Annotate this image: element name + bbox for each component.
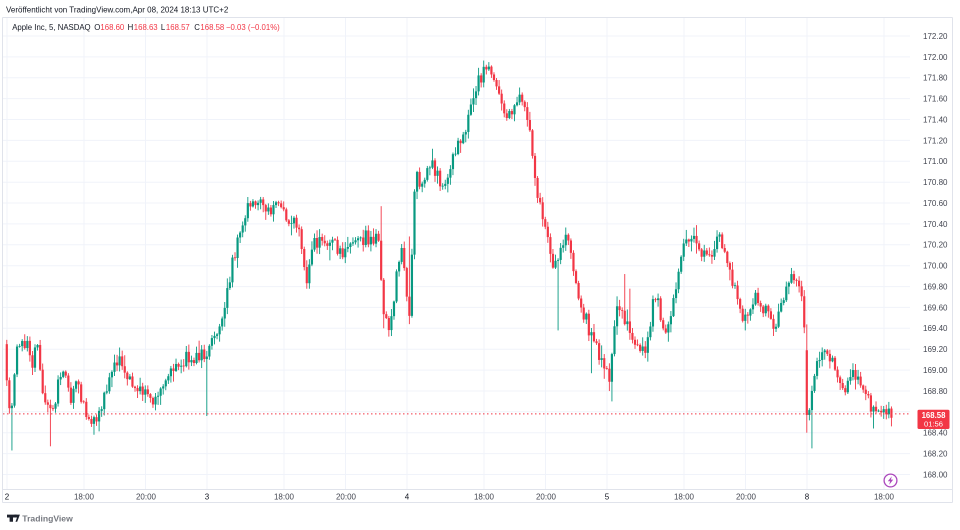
svg-text:172.00: 172.00 bbox=[923, 53, 948, 62]
svg-text:Apple Inc, 5, NASDAQ: Apple Inc, 5, NASDAQ bbox=[12, 23, 90, 32]
svg-text:H: H bbox=[128, 23, 134, 32]
svg-text:18:00: 18:00 bbox=[74, 493, 95, 502]
svg-text:18:00: 18:00 bbox=[674, 493, 695, 502]
svg-text:171.00: 171.00 bbox=[923, 157, 948, 166]
svg-text:20:00: 20:00 bbox=[736, 493, 757, 502]
svg-text:O: O bbox=[94, 23, 100, 32]
svg-text:18:00: 18:00 bbox=[274, 493, 295, 502]
svg-text:18:00: 18:00 bbox=[474, 493, 495, 502]
svg-text:171.80: 171.80 bbox=[923, 74, 948, 83]
svg-text:3: 3 bbox=[205, 493, 210, 502]
svg-text:8: 8 bbox=[805, 493, 810, 502]
svg-text:169.00: 169.00 bbox=[923, 366, 948, 375]
svg-text:170.40: 170.40 bbox=[923, 220, 948, 229]
svg-text:168.00: 168.00 bbox=[923, 470, 948, 479]
svg-text:168.60: 168.60 bbox=[100, 23, 125, 32]
svg-text:170.00: 170.00 bbox=[923, 262, 948, 271]
svg-text:171.40: 171.40 bbox=[923, 115, 948, 124]
svg-text:168.58: 168.58 bbox=[922, 411, 947, 420]
svg-text:Veröffentlicht von TradingView: Veröffentlicht von TradingView.com,Apr 0… bbox=[6, 5, 229, 14]
svg-text:TradingView: TradingView bbox=[22, 514, 73, 524]
svg-text:172.20: 172.20 bbox=[923, 32, 948, 41]
svg-text:C: C bbox=[194, 23, 200, 32]
svg-text:170.20: 170.20 bbox=[923, 241, 948, 250]
svg-text:20:00: 20:00 bbox=[536, 493, 557, 502]
svg-text:169.20: 169.20 bbox=[923, 345, 948, 354]
svg-text:L: L bbox=[161, 23, 166, 32]
svg-text:4: 4 bbox=[405, 493, 410, 502]
svg-text:168.80: 168.80 bbox=[923, 387, 948, 396]
svg-text:20:00: 20:00 bbox=[336, 493, 357, 502]
svg-text:168.40: 168.40 bbox=[923, 429, 948, 438]
svg-text:01:56: 01:56 bbox=[924, 420, 943, 429]
svg-text:171.60: 171.60 bbox=[923, 95, 948, 104]
svg-text:18:00: 18:00 bbox=[874, 493, 895, 502]
svg-text:168.63: 168.63 bbox=[134, 23, 158, 32]
svg-text:168.20: 168.20 bbox=[923, 450, 948, 459]
svg-text:168.58: 168.58 bbox=[200, 23, 224, 32]
svg-text:170.80: 170.80 bbox=[923, 178, 948, 187]
svg-text:2: 2 bbox=[5, 493, 10, 502]
svg-text:20:00: 20:00 bbox=[136, 493, 157, 502]
svg-text:169.40: 169.40 bbox=[923, 324, 948, 333]
svg-text:169.80: 169.80 bbox=[923, 283, 948, 292]
svg-text:169.60: 169.60 bbox=[923, 303, 948, 312]
svg-text:168.57: 168.57 bbox=[166, 23, 190, 32]
svg-text:−0.03 (−0.01%): −0.03 (−0.01%) bbox=[226, 23, 280, 32]
svg-text:170.60: 170.60 bbox=[923, 199, 948, 208]
svg-text:171.20: 171.20 bbox=[923, 136, 948, 145]
svg-text:5: 5 bbox=[605, 493, 610, 502]
